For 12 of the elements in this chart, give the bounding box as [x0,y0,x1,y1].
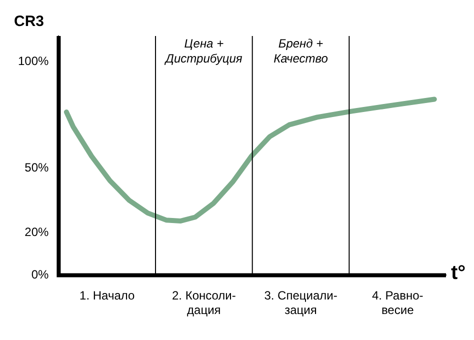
y-axis-title: CR3 [14,13,44,30]
x-axis-title: t° [451,262,466,284]
x-tick-label: 3. Специали- зация [264,288,338,318]
x-tick-label: 1. Начало [80,288,136,303]
x-tick-label: 2. Консоли- дация [172,288,236,318]
x-tick-label: 4. Равно- весие [372,288,424,318]
y-tick-label: 100% [18,54,50,68]
annotation: Бренд + Качество [274,36,328,66]
annotation: Цена + Дистрибуция [164,36,243,66]
y-tick-label: 20% [24,224,50,239]
y-tick-label: 50% [24,160,50,175]
y-tick-label: 0% [31,268,50,282]
